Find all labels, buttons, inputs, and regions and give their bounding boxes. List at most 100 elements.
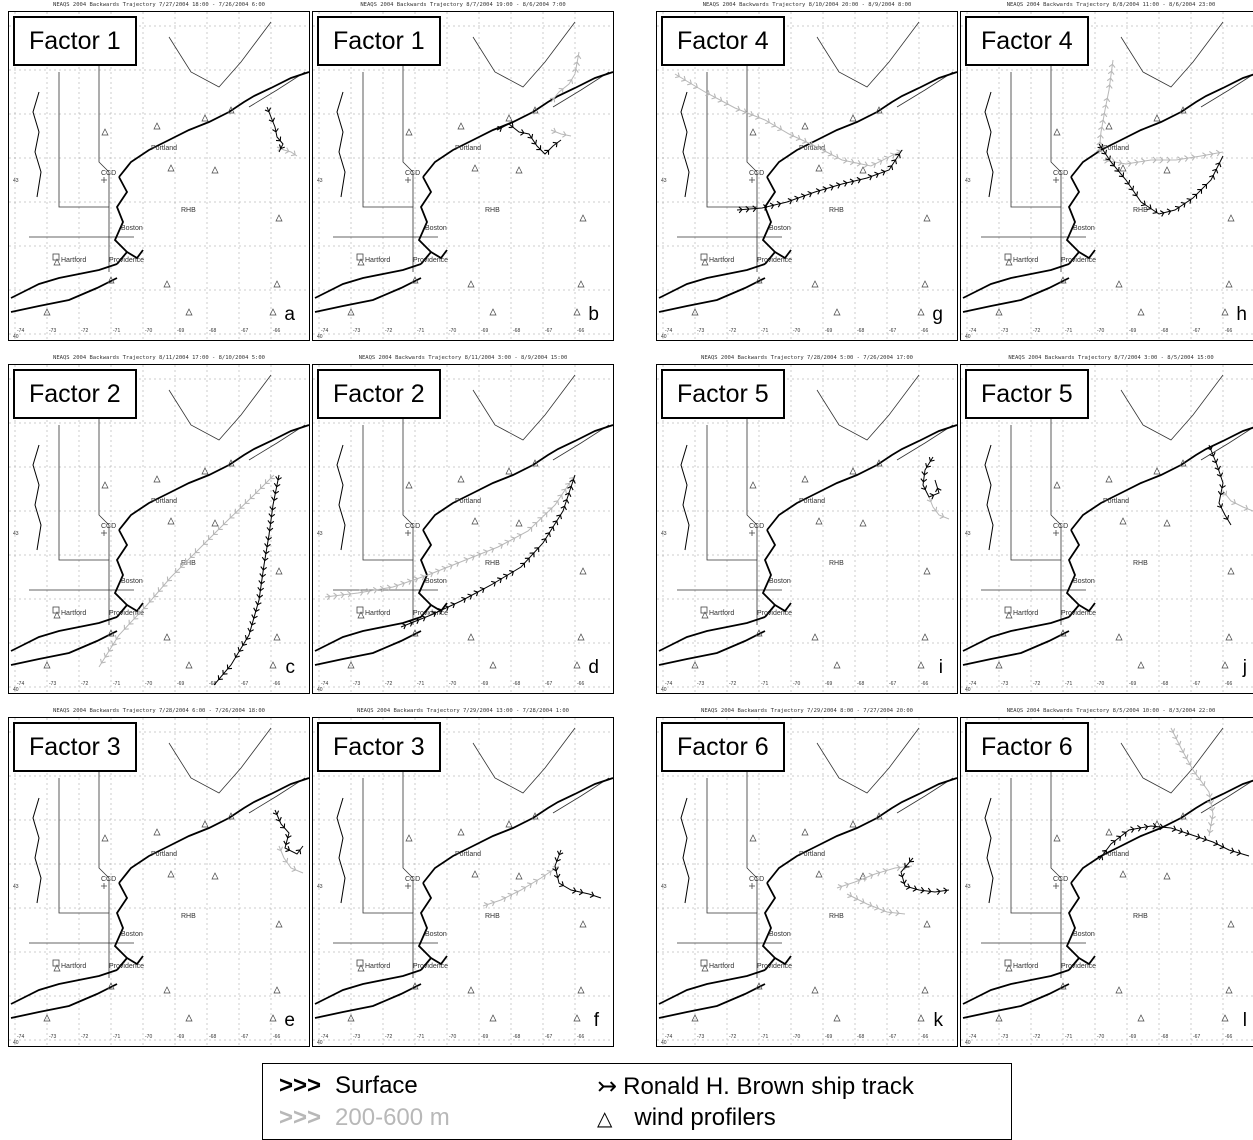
wind-profiler-icon: [1005, 258, 1013, 266]
wind-profiler-icon: [995, 1014, 1003, 1022]
ccd-marker: [101, 883, 107, 889]
rhb-label: RHB: [485, 913, 500, 920]
surface-trajectory-marker: [920, 478, 928, 483]
wind-profiler-icon: [995, 308, 1003, 316]
lon-tick-label: -71: [761, 328, 768, 334]
upper-symbol: >>>: [279, 1104, 322, 1131]
wind-profiler-icon: [917, 1014, 925, 1022]
wind-profiler-icon: [1119, 164, 1127, 172]
upper-trajectory-marker: [123, 624, 129, 630]
upper-trajectory-marker: [926, 497, 934, 503]
legend: >>> Surface >>> 200-600 m ↣ Ronald H. Brown…: [262, 1063, 1012, 1140]
surface-trajectory-marker: [1215, 162, 1222, 168]
ccd-label: CCD: [405, 876, 420, 883]
surface-trajectory-marker: [1211, 458, 1219, 464]
wind-profiler-icon: [923, 214, 931, 222]
state-line: [58, 778, 134, 944]
lon-tick-label: -71: [1065, 681, 1072, 687]
surface-trajectory-marker: [271, 496, 278, 502]
surface-trajectory-marker: [1140, 200, 1146, 207]
map-panel-e: NEAQS 2004 Backwards Trajectory 7/28/200…: [8, 706, 310, 1047]
wind-profiler-icon: [227, 106, 235, 114]
ccd-marker: [749, 177, 755, 183]
coast-line: [658, 630, 766, 666]
lon-tick-label: -68: [513, 328, 520, 334]
upper-trajectory-marker: [413, 576, 419, 583]
wind-profiler-icon: [275, 567, 283, 575]
lon-tick-label: -67: [889, 1034, 896, 1040]
upper-trajectory-marker: [867, 901, 873, 909]
map-canvas: Hartford Providence Boston CCD Portland RHB 43…: [313, 718, 613, 1046]
legend-profilers: △ wind profilers: [597, 1104, 776, 1132]
longitude-ticks: -74 -73 -72 -71 -70 -69 -68 -67 -66: [17, 1034, 280, 1040]
wind-profiler-icon: [875, 812, 883, 820]
wind-profiler-icon: [489, 1014, 497, 1022]
upper-trajectory-marker: [507, 892, 513, 899]
wind-profiler-icon: [107, 982, 115, 990]
wind-profiler-icon: [859, 166, 867, 174]
portland-label: Portland: [455, 498, 481, 505]
upper-trajectory-line: [550, 51, 580, 103]
lat43-label: 43: [661, 884, 667, 890]
surface-trajectory-marker: [255, 600, 262, 606]
legend-ship-track: ↣ Ronald H. Brown ship track: [597, 1072, 914, 1101]
upper-trajectory-marker: [111, 640, 117, 646]
surface-trajectory-marker: [275, 476, 282, 481]
coastline: [962, 779, 1253, 1019]
surface-trajectory-marker: [541, 538, 548, 544]
surface-trajectory-marker: [920, 886, 925, 894]
map-panel-l: NEAQS 2004 Backwards Trajectory 8/5/2004…: [960, 706, 1253, 1047]
upper-trajectory-marker: [675, 72, 680, 79]
wind-profiler-icon: [101, 834, 109, 842]
upper-trajectory-marker: [521, 885, 526, 892]
surface-trajectory-marker: [257, 587, 265, 592]
wind-profiler-icon: [269, 308, 277, 316]
map-panel-j: NEAQS 2004 Backwards Trajectory 8/7/2004…: [960, 353, 1253, 694]
coastline: [314, 424, 613, 666]
upper-trajectory-marker: [1243, 504, 1249, 512]
coast-line: [422, 424, 613, 531]
surface-trajectory-marker: [829, 184, 834, 191]
upper-trajectory-marker: [1184, 155, 1189, 162]
upper-trajectory-line: [846, 893, 906, 915]
wind-profilers: [691, 459, 931, 669]
lon-tick-label: -69: [825, 1034, 832, 1040]
map-panel-f: NEAQS 2004 Backwards Trajectory 7/29/200…: [312, 706, 614, 1047]
surface-trajectory-marker: [256, 593, 264, 599]
map-frame: Hartford Providence Boston CCD Portland RHB 43…: [960, 11, 1253, 341]
lon-tick-label: -72: [385, 1034, 392, 1040]
upper-trajectory-marker: [687, 79, 692, 86]
upper-trajectory-marker: [681, 75, 686, 82]
lon-tick-label: -73: [697, 328, 704, 334]
surface-trajectory-marker: [273, 482, 281, 488]
lon-tick-label: -67: [1193, 681, 1200, 687]
wind-profiler-icon: [573, 1014, 581, 1022]
lon-tick-label: -68: [209, 681, 216, 687]
lat43-label: 43: [317, 884, 323, 890]
surface-trajectory-marker: [1217, 503, 1224, 509]
wind-profiler-icon: [701, 964, 709, 972]
surface-trajectory-marker: [491, 580, 496, 587]
lon-tick-label: -68: [209, 1034, 216, 1040]
surface-trajectory-marker: [1137, 824, 1142, 832]
wind-profiler-icon: [163, 633, 171, 641]
upper-trajectory-marker: [827, 150, 833, 157]
coast-line: [766, 777, 957, 884]
portland-label: Portland: [151, 851, 177, 858]
surface-trajectory-marker: [285, 833, 292, 839]
factor-label: Factor 2: [317, 369, 441, 419]
lon-tick-label: -74: [969, 681, 976, 687]
coast-line: [430, 955, 448, 966]
coast-line: [118, 424, 309, 531]
wind-profiler-icon: [43, 661, 51, 669]
lon-tick-label: -69: [825, 328, 832, 334]
wind-profiler-icon: [531, 106, 539, 114]
upper-trajectory-marker: [1159, 156, 1164, 164]
surface-trajectory-marker: [244, 635, 251, 640]
ccd-label: CCD: [1053, 170, 1068, 177]
surface-trajectory-marker: [534, 547, 540, 553]
map-canvas: Hartford Providence Boston CCD Portland RHB 43…: [9, 718, 309, 1046]
state-line: [98, 736, 110, 879]
surface-trajectory-marker: [1206, 445, 1214, 451]
surface-trajectory-marker: [531, 139, 538, 145]
